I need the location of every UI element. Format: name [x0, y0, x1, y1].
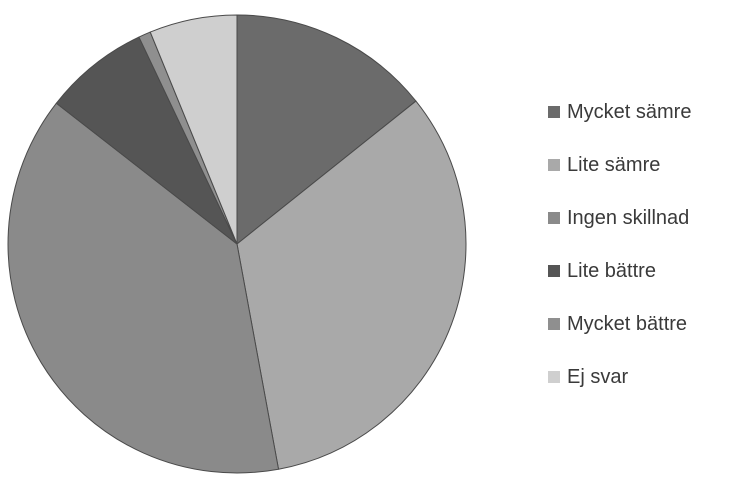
legend-swatch [548, 265, 560, 277]
pie-slice-lite-sämre [236, 100, 467, 470]
legend-swatch [548, 159, 560, 171]
legend-item-ingen-skillnad: Ingen skillnad [548, 205, 731, 231]
legend-item-lite-samre: Lite sämre [548, 152, 731, 178]
legend-swatch [548, 212, 560, 224]
legend-label: Ingen skillnad [567, 206, 690, 229]
pie-slice-mycket-sämre [236, 14, 417, 245]
pie-slice-ingen-skillnad [7, 102, 280, 474]
legend-label: Lite bättre [567, 259, 656, 282]
legend-item-ej-svar: Ej svar [548, 364, 731, 390]
legend-item-mycket-battre: Mycket bättre [548, 311, 731, 337]
pie-slice-lite-bättre [55, 36, 238, 245]
legend-label: Lite sämre [567, 153, 661, 176]
pie-slice-ej-svar [149, 14, 238, 245]
legend-label: Mycket sämre [567, 100, 692, 123]
legend-label: Mycket bättre [567, 312, 688, 335]
legend-label: Ej svar [567, 365, 629, 388]
legend-swatch [548, 318, 560, 330]
legend-swatch [548, 371, 560, 383]
legend-item-lite-battre: Lite bättre [548, 258, 731, 284]
legend: Mycket sämre Lite sämre Ingen skillnad L… [548, 99, 731, 390]
legend-item-mycket-samre: Mycket sämre [548, 99, 731, 125]
legend-swatch [548, 106, 560, 118]
